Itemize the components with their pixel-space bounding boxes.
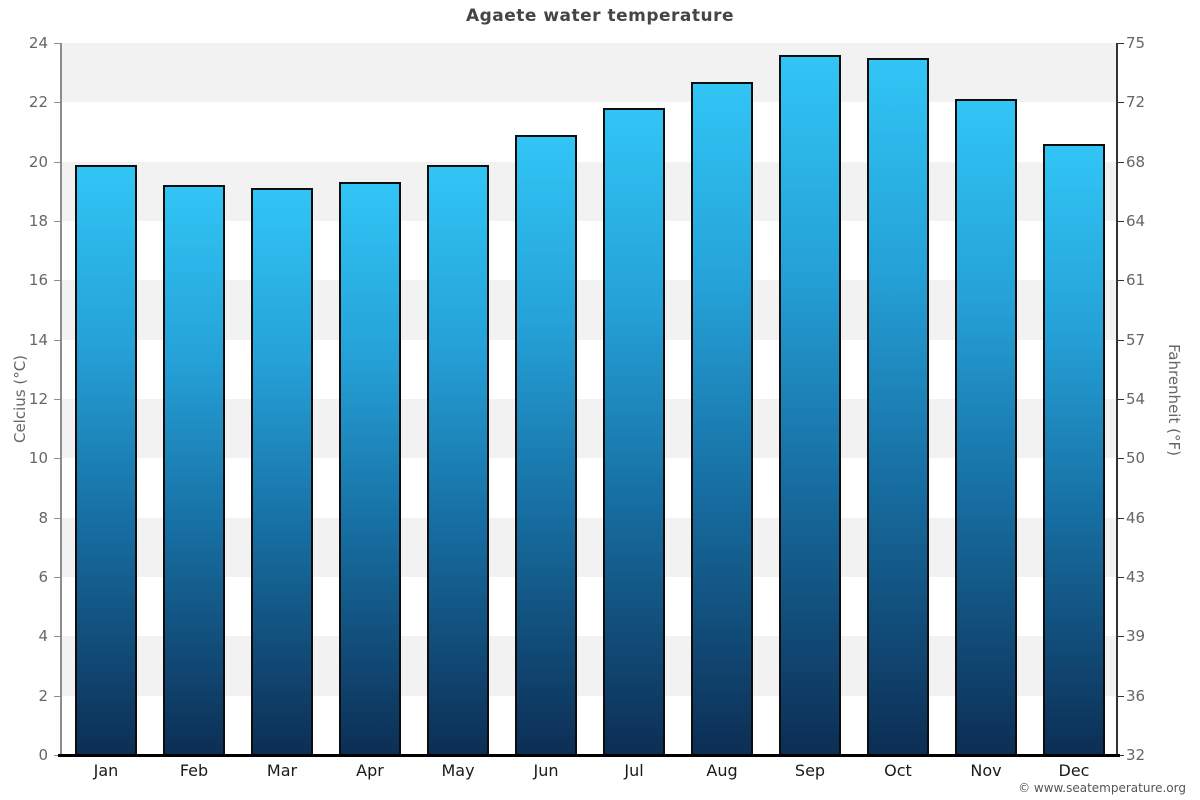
celsius-tick-mark bbox=[54, 399, 60, 400]
fahrenheit-tick-label: 64 bbox=[1126, 212, 1146, 230]
month-label: Sep bbox=[794, 761, 826, 780]
fahrenheit-tick-mark bbox=[1118, 695, 1124, 697]
celsius-tick-label: 0 bbox=[38, 746, 48, 764]
bar-aug bbox=[691, 81, 753, 755]
celsius-tick-label: 6 bbox=[38, 568, 48, 586]
grid-band bbox=[62, 221, 1118, 281]
month-label: Nov bbox=[970, 761, 1002, 780]
copyright-attribution: © www.seatemperature.org bbox=[1018, 781, 1186, 795]
month-label: Mar bbox=[266, 761, 298, 780]
bar-sep bbox=[779, 54, 841, 755]
celsius-tick-label: 12 bbox=[28, 390, 48, 408]
fahrenheit-tick-label: 75 bbox=[1126, 34, 1146, 52]
grid-band bbox=[62, 399, 1118, 459]
fahrenheit-tick-label: 61 bbox=[1126, 271, 1146, 290]
grid-band bbox=[62, 636, 1118, 696]
fahrenheit-tick-mark bbox=[1118, 280, 1124, 282]
celsius-tick-label: 14 bbox=[28, 330, 48, 349]
month-label: Oct bbox=[884, 761, 912, 780]
month-label: Jun bbox=[533, 761, 559, 780]
grid-band bbox=[62, 161, 1118, 221]
celsius-tick-label: 2 bbox=[38, 686, 48, 705]
fahrenheit-tick-mark bbox=[1118, 517, 1124, 519]
fahrenheit-tick-mark bbox=[1118, 102, 1124, 104]
celsius-tick-mark bbox=[54, 695, 60, 697]
celsius-tick-label: 10 bbox=[28, 449, 48, 468]
celsius-tick-label: 24 bbox=[28, 34, 48, 52]
fahrenheit-tick-label: 39 bbox=[1126, 627, 1146, 646]
celsius-tick-mark bbox=[54, 517, 60, 519]
fahrenheit-tick-mark bbox=[1118, 43, 1124, 44]
grid-band bbox=[62, 458, 1118, 518]
grid-band bbox=[62, 517, 1118, 577]
celsius-tick-mark bbox=[54, 43, 60, 44]
month-label: Aug bbox=[706, 761, 738, 780]
fahrenheit-tick-label: 54 bbox=[1126, 390, 1146, 408]
month-label: Jan bbox=[93, 761, 119, 780]
month-label: Dec bbox=[1058, 761, 1090, 780]
fahrenheit-tick-mark bbox=[1118, 458, 1124, 460]
fahrenheit-tick-label: 72 bbox=[1126, 93, 1146, 112]
fahrenheit-tick-mark bbox=[1118, 636, 1124, 638]
fahrenheit-tick-mark bbox=[1118, 577, 1124, 578]
grid-band bbox=[62, 339, 1118, 399]
celsius-tick-label: 16 bbox=[28, 271, 48, 290]
fahrenheit-tick-label: 50 bbox=[1126, 449, 1146, 468]
month-label: Jul bbox=[624, 761, 644, 780]
bar-feb bbox=[163, 185, 225, 755]
fahrenheit-tick-label: 32 bbox=[1126, 746, 1146, 764]
x-axis-line bbox=[58, 754, 1120, 757]
fahrenheit-tick-mark bbox=[1118, 221, 1124, 222]
celsius-tick-label: 22 bbox=[28, 93, 48, 112]
celsius-tick-mark bbox=[54, 339, 60, 341]
bar-mar bbox=[251, 188, 313, 755]
bar-may bbox=[427, 164, 489, 755]
bar-jun bbox=[515, 134, 577, 755]
celsius-tick-label: 8 bbox=[38, 508, 48, 527]
fahrenheit-tick-mark bbox=[1118, 399, 1124, 400]
celsius-tick-mark bbox=[54, 458, 60, 460]
celsius-tick-mark bbox=[54, 755, 60, 756]
celsius-tick-label: 18 bbox=[28, 212, 48, 230]
celsius-tick-label: 20 bbox=[28, 152, 48, 171]
grid-band bbox=[62, 695, 1118, 755]
bar-dec bbox=[1043, 143, 1105, 755]
grid-band bbox=[62, 280, 1118, 340]
month-label: Apr bbox=[356, 761, 384, 780]
grid-band bbox=[62, 102, 1118, 162]
fahrenheit-tick-label: 46 bbox=[1126, 508, 1146, 527]
month-label: May bbox=[441, 761, 475, 780]
grid-band bbox=[62, 43, 1118, 103]
fahrenheit-tick-label: 36 bbox=[1126, 686, 1146, 705]
fahrenheit-tick-label: 57 bbox=[1126, 330, 1146, 349]
y-axis-left-line bbox=[60, 43, 62, 755]
fahrenheit-tick-label: 68 bbox=[1126, 152, 1146, 171]
month-label: Feb bbox=[179, 761, 209, 780]
fahrenheit-tick-mark bbox=[1118, 161, 1124, 163]
fahrenheit-tick-mark bbox=[1118, 339, 1124, 341]
y-axis-right-line bbox=[1116, 43, 1118, 755]
chart-title: Agaete water temperature bbox=[465, 6, 735, 26]
bar-jan bbox=[75, 164, 137, 755]
celsius-tick-mark bbox=[54, 161, 60, 163]
celsius-tick-label: 4 bbox=[38, 627, 48, 646]
celsius-tick-mark bbox=[54, 280, 60, 282]
celsius-tick-mark bbox=[54, 221, 60, 222]
bar-nov bbox=[955, 99, 1017, 755]
grid-band bbox=[62, 577, 1118, 637]
bar-jul bbox=[603, 108, 665, 755]
celsius-tick-mark bbox=[54, 102, 60, 104]
fahrenheit-tick-mark bbox=[1118, 755, 1124, 756]
plot-area bbox=[62, 43, 1118, 755]
celsius-tick-mark bbox=[54, 636, 60, 638]
fahrenheit-tick-label: 43 bbox=[1126, 568, 1146, 586]
bar-apr bbox=[339, 182, 401, 755]
celsius-tick-mark bbox=[54, 577, 60, 578]
bar-oct bbox=[867, 57, 929, 755]
